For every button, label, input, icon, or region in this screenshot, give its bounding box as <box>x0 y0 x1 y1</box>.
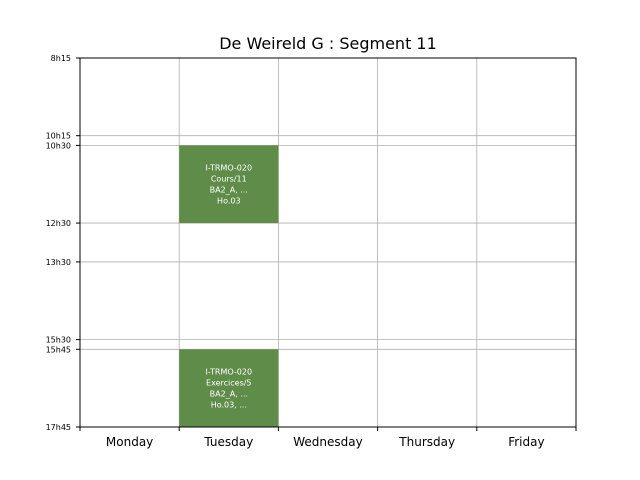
y-tick-label: 10h30 <box>46 141 71 150</box>
event-label: BA2_A, ... <box>210 390 248 399</box>
event-label: Cours/11 <box>211 175 247 184</box>
event-block <box>179 145 279 224</box>
y-tick-label: 13h30 <box>46 258 71 267</box>
event-label: I-TRMO-020 <box>206 164 253 173</box>
y-tick-label: 17h45 <box>46 423 71 432</box>
chart-title: De Weireld G : Segment 11 <box>219 34 437 53</box>
x-tick-label: Wednesday <box>293 435 362 449</box>
events: I-TRMO-020 Cours/11 BA2_A, ... Ho.03 I-TRMO-… <box>179 145 279 427</box>
y-tick-label: 15h45 <box>46 345 71 354</box>
event-label: Ho.03, ... <box>211 401 247 410</box>
x-tick-label: Friday <box>508 435 544 449</box>
plot-frame <box>79 57 577 428</box>
event-block <box>179 349 279 427</box>
x-tick-label: Monday <box>106 435 153 449</box>
x-tick-label: Thursday <box>398 435 455 449</box>
y-tick-label: 12h30 <box>46 219 71 228</box>
event-label: Ho.03 <box>217 197 241 206</box>
x-tick-label: Tuesday <box>203 435 253 449</box>
event-label: BA2_A, ... <box>210 186 248 195</box>
grid <box>80 57 576 428</box>
y-tick-label: 15h30 <box>46 336 71 345</box>
event-label: I-TRMO-020 <box>206 368 253 377</box>
y-tick-label: 10h15 <box>46 132 71 141</box>
event-label: Exercices/5 <box>206 379 251 388</box>
y-tick-label: 8h15 <box>51 54 71 63</box>
